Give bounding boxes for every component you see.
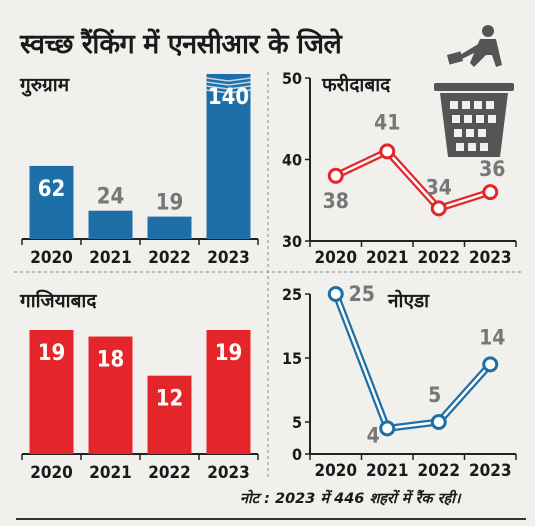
data-point [327, 286, 344, 302]
data-label: 4 [367, 423, 380, 447]
axis-break-mark [206, 89, 251, 94]
data-label: 18 [97, 348, 125, 373]
trash-bin-icon [434, 25, 514, 157]
x-tick-label: 2020 [314, 461, 357, 481]
x-tick-label: 2021 [366, 461, 409, 481]
bar [206, 74, 251, 239]
x-tick-label: 2020 [314, 248, 357, 268]
bar [206, 330, 251, 454]
bar [88, 210, 133, 239]
data-point [327, 167, 344, 184]
bar [29, 165, 74, 239]
data-label: 19 [215, 341, 243, 366]
chart-title: फरीदाबाद [321, 73, 391, 96]
title-bar: स्वच्छ रैंकिंग में एनसीआर के जिले [12, 10, 412, 60]
bar [29, 330, 74, 454]
data-point [430, 414, 447, 430]
data-point [379, 143, 396, 160]
y-tick-label: 5 [292, 413, 302, 432]
x-tick-label: 2021 [89, 248, 132, 268]
x-tick-label: 2020 [30, 463, 73, 481]
y-tick-label: 50 [282, 69, 302, 88]
series-line-inner [334, 293, 492, 430]
gurugram-bar-chart: गुरुग्राम 62 2020 24 2021 19 2022 140 2023 [19, 74, 259, 268]
series-line-inner [335, 150, 491, 210]
x-tick-label: 2022 [148, 463, 191, 481]
x-tick-label: 2023 [207, 248, 250, 268]
x-tick-label: 2022 [417, 248, 460, 268]
x-tick-label: 2021 [89, 463, 132, 481]
data-label: 34 [426, 175, 452, 199]
y-tick-label: 15 [282, 349, 302, 368]
x-tick-label: 2020 [30, 248, 73, 268]
data-point [482, 356, 499, 373]
x-tick-label: 2022 [148, 248, 191, 268]
chart-title: गाजियाबाद [19, 289, 97, 312]
x-tick-label: 2023 [469, 248, 512, 268]
data-point [482, 184, 499, 201]
axis-break-mark [206, 77, 251, 82]
x-tick-label: 2023 [469, 461, 512, 481]
bar [147, 216, 192, 239]
data-point [379, 420, 396, 437]
data-point [430, 200, 447, 217]
noida-line-chart: नोएडा 0 5 15 25 25 4 5 14 2020 2021 2022 2023 [282, 282, 517, 481]
data-label: 41 [374, 110, 400, 134]
data-label: 140 [208, 85, 249, 110]
bottom-rule [16, 518, 526, 520]
x-tick-label: 2022 [417, 461, 460, 481]
y-tick-label: 0 [292, 445, 302, 464]
data-label: 19 [38, 341, 66, 366]
data-label: 12 [156, 387, 184, 412]
data-label: 5 [428, 383, 441, 407]
series-line-outer [332, 292, 493, 432]
axis-break-mark [206, 81, 251, 86]
ghaziabad-bar-chart: गाजियाबाद 19 2020 18 2021 12 2022 19 2023 [19, 289, 259, 481]
bar [88, 336, 133, 454]
faridabad-line-chart: फरीदाबाद 30 40 50 38 41 34 36 2020 2021 2022 2023 [282, 69, 517, 268]
y-tick-label: 25 [282, 285, 302, 304]
data-label: 24 [97, 185, 125, 210]
data-label: 38 [323, 189, 349, 213]
data-label: 62 [38, 177, 66, 202]
bar [147, 375, 192, 454]
page-title: स्वच्छ रैंकिंग में एनसीआर के जिले [20, 29, 342, 60]
data-label: 19 [156, 191, 184, 216]
axis-break-mark [206, 85, 251, 90]
chart-title: नोएडा [387, 289, 430, 312]
footnote: नोट : 2023 में 446 शहरों में रैंक रही। [240, 491, 461, 507]
x-tick-label: 2023 [207, 463, 250, 481]
chart-title: गुरुग्राम [19, 74, 70, 97]
y-tick-label: 40 [282, 151, 302, 170]
y-tick-label: 30 [282, 232, 302, 251]
data-label: 14 [479, 325, 505, 349]
x-tick-label: 2021 [366, 248, 409, 268]
data-label: 36 [479, 157, 505, 181]
data-label: 25 [349, 282, 375, 306]
